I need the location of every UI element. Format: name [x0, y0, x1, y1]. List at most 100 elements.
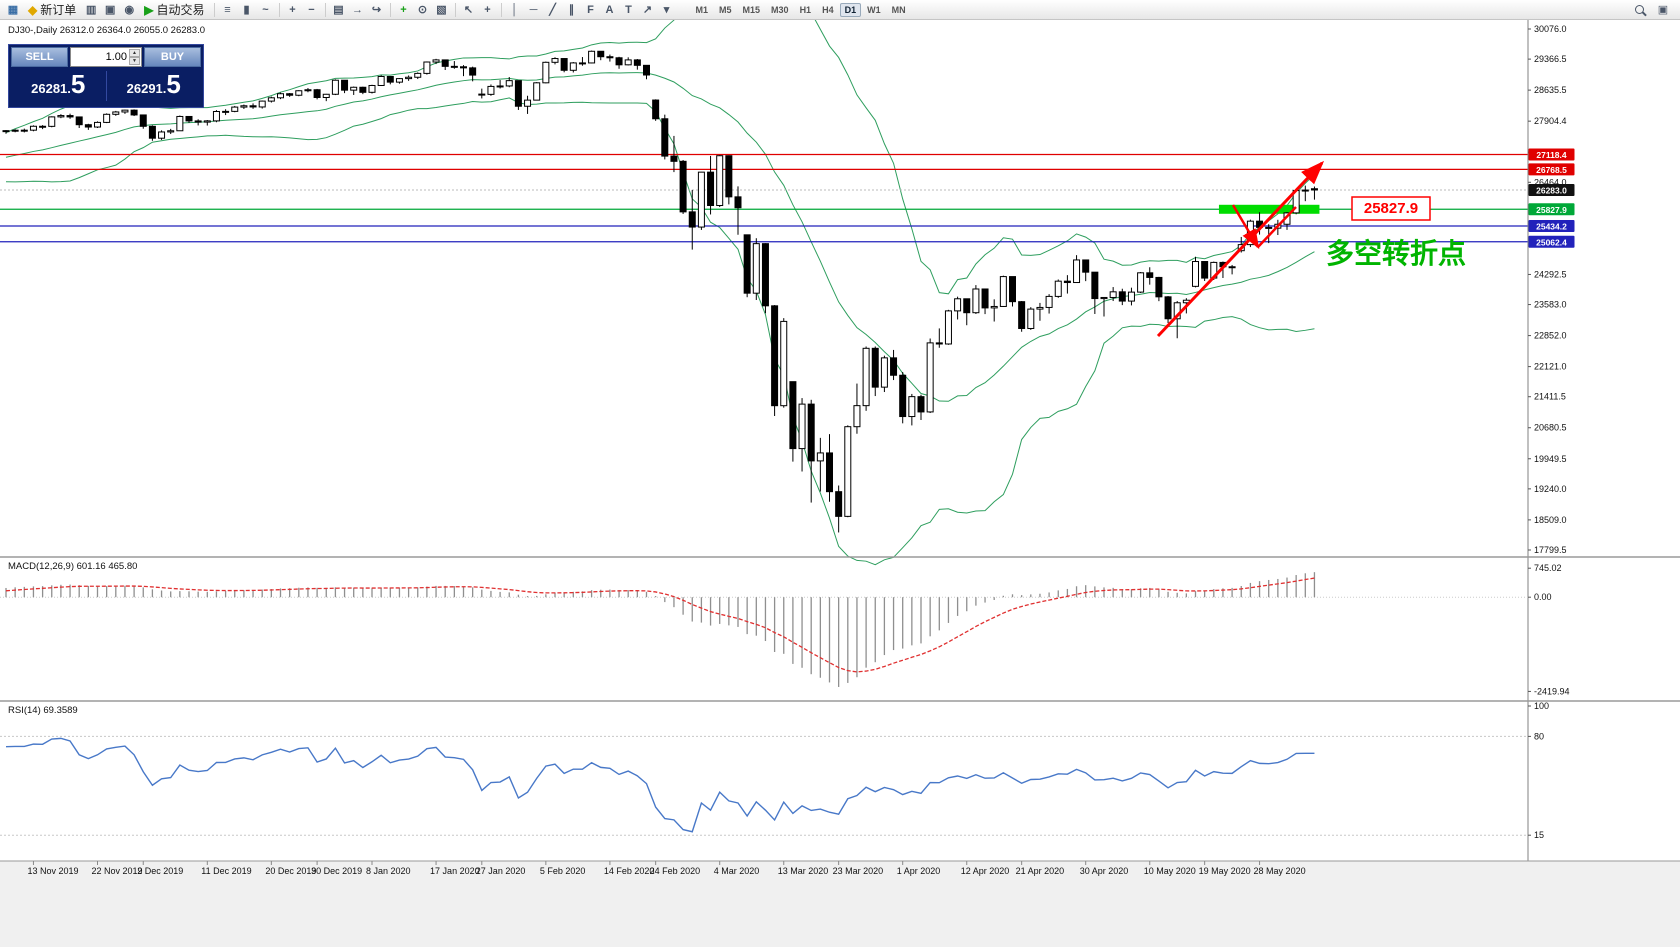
timeframe-m15[interactable]: M15	[742, 4, 761, 15]
candle-body	[716, 155, 724, 207]
rsi-axis-label: 15	[1534, 830, 1544, 840]
x-axis-label: 21 Apr 2020	[1016, 866, 1065, 876]
market-watch-icon[interactable]: ▣	[101, 2, 119, 18]
candle-body	[469, 67, 477, 76]
candle-body	[386, 75, 394, 83]
auto-trading-button[interactable]: ▶ 自动交易	[139, 2, 209, 18]
fibonacci-icon[interactable]: F	[582, 2, 600, 18]
candle-body	[1192, 261, 1199, 287]
vertical-line-icon[interactable]: │	[506, 2, 524, 18]
candle-body	[880, 357, 888, 388]
candle-body	[551, 58, 559, 63]
layout-icon[interactable]: ▣	[1657, 4, 1669, 16]
templates-icon[interactable]: ▧	[433, 2, 451, 18]
candle-body	[505, 80, 513, 87]
chart-shift-icon[interactable]: ↪	[368, 2, 386, 18]
candle-body	[542, 61, 550, 84]
timeframe-m30[interactable]: M30	[771, 4, 789, 15]
timeframe-w1[interactable]: W1	[867, 4, 881, 15]
timeframe-m5[interactable]: M5	[719, 4, 732, 15]
periods-icon[interactable]: ⊙	[414, 2, 432, 18]
svg-text:25827.9: 25827.9	[1364, 200, 1418, 217]
turning-point-label[interactable]: 多空转折点	[1326, 237, 1466, 269]
zoom-out-icon[interactable]: −	[303, 2, 321, 18]
navigator-icon[interactable]: ◉	[120, 2, 138, 18]
candle-body	[286, 93, 294, 96]
candle-body	[167, 130, 175, 133]
label-icon: T	[625, 3, 632, 16]
svg-text:26768.5: 26768.5	[1536, 165, 1567, 175]
crosshair-icon[interactable]: +	[479, 2, 497, 18]
auto-scroll-icon: →	[352, 3, 363, 16]
fibonacci-icon: F	[587, 3, 594, 16]
x-axis-label: 11 Dec 2019	[201, 866, 251, 876]
text-icon[interactable]: A	[601, 2, 619, 18]
timeframe-m1[interactable]: M1	[695, 4, 709, 15]
candle-body	[972, 288, 980, 314]
candle-body	[761, 243, 769, 307]
line-chart-icon[interactable]: ~	[257, 2, 275, 18]
auto-trading-button-label: 自动交易	[156, 3, 205, 17]
candle-body	[176, 115, 184, 132]
arrows-icon[interactable]: ↗	[639, 2, 657, 18]
sell-button[interactable]: SELL	[11, 47, 68, 67]
trend-arrows[interactable]	[1156, 160, 1325, 338]
candlestick-chart-icon[interactable]: ▮	[238, 2, 256, 18]
profiles-icon[interactable]: ▥	[82, 2, 100, 18]
x-axis-label: 12 Apr 2020	[961, 866, 1010, 876]
macd-axis-label: -2419.94	[1534, 686, 1570, 696]
channel-icon: ∥	[568, 4, 575, 16]
red-arrow[interactable]	[1257, 206, 1297, 248]
red-arrow[interactable]	[1231, 204, 1260, 250]
candle-body	[871, 347, 879, 388]
candle-body	[578, 62, 586, 65]
volume-down-icon[interactable]: ▼	[129, 57, 140, 65]
candle-body	[908, 396, 916, 418]
timeframe-mn[interactable]: MN	[891, 4, 906, 15]
y-axis-label: 21411.5	[1534, 392, 1566, 402]
zoom-in-icon[interactable]: +	[284, 2, 302, 18]
auto-scroll-icon[interactable]: →	[349, 2, 367, 18]
x-axis-label: 24 Feb 2020	[650, 866, 701, 876]
timeframe-d1[interactable]: D1	[839, 2, 862, 17]
y-axis-label: 29366.5	[1534, 54, 1567, 64]
volume-input[interactable]: 1.00 ▲ ▼	[70, 47, 142, 67]
shapes-icon[interactable]: ▾	[658, 2, 676, 18]
candle-body	[1054, 280, 1062, 297]
text-icon: A	[605, 3, 614, 16]
navigator-icon: ◉	[124, 4, 135, 16]
new-chart-icon: ▦	[7, 4, 19, 16]
price-annotation-label[interactable]: 25827.9	[1351, 196, 1431, 221]
new-chart-icon[interactable]: ▦	[4, 2, 22, 18]
candle-body	[899, 374, 907, 418]
bar-chart-icon[interactable]: ≡	[219, 2, 237, 18]
trendline-icon[interactable]: ╱	[544, 2, 562, 18]
timeframe-h1[interactable]: H1	[799, 4, 812, 15]
candle-body	[990, 305, 998, 309]
svg-text:25062.4: 25062.4	[1536, 237, 1567, 247]
candle-body	[643, 64, 650, 76]
new-order-button[interactable]: ◆ 新订单	[23, 2, 81, 18]
candle-body	[954, 298, 962, 312]
red-arrow[interactable]	[1156, 160, 1325, 338]
volume-spinner[interactable]: ▲ ▼	[129, 49, 140, 65]
candle-body	[29, 125, 37, 131]
cursor-icon[interactable]: ↖	[460, 2, 478, 18]
horizontal-line-icon[interactable]: ─	[525, 2, 543, 18]
indicators-icon[interactable]: +	[395, 2, 413, 18]
candle-body	[935, 342, 943, 345]
profiles-icon: ▥	[86, 4, 97, 16]
timeframe-h4[interactable]: H4	[822, 4, 834, 15]
tile-windows-icon[interactable]: ▤	[330, 2, 348, 18]
channel-icon[interactable]: ∥	[563, 2, 581, 18]
buy-button[interactable]: BUY	[144, 47, 201, 67]
candle-body	[487, 85, 495, 95]
trendline-icon: ╱	[549, 4, 556, 16]
candle-body	[514, 80, 522, 107]
volume-up-icon[interactable]: ▲	[129, 49, 140, 57]
search-icon[interactable]	[1630, 2, 1648, 18]
x-axis-label: 27 Jan 2020	[476, 866, 526, 876]
support-zone-bar[interactable]	[1218, 204, 1320, 214]
label-icon[interactable]: T	[620, 2, 638, 18]
